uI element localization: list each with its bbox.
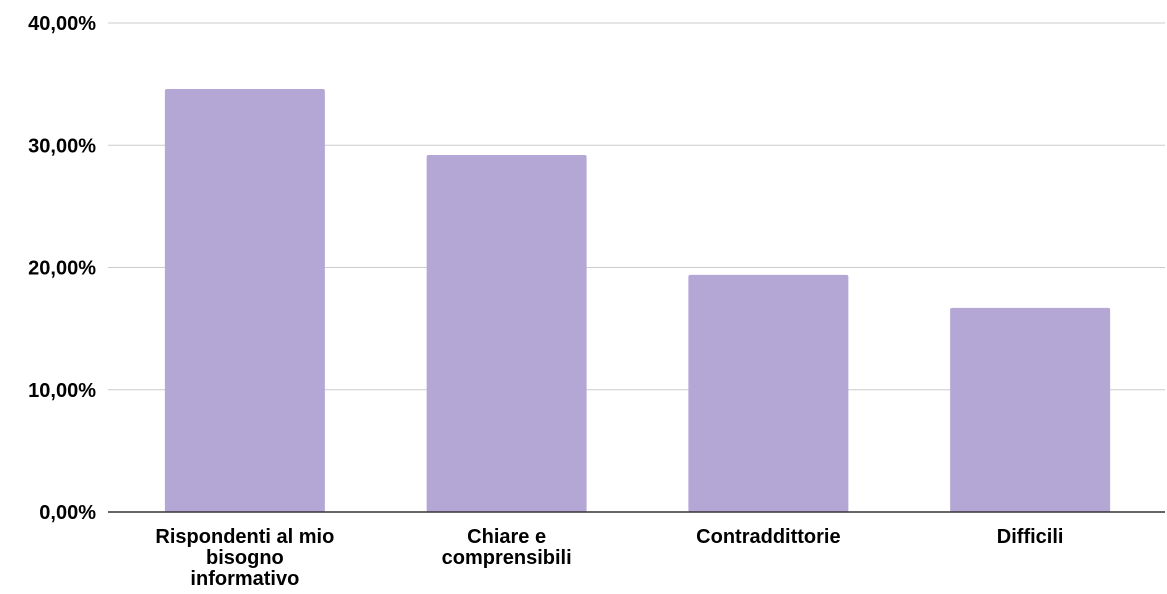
y-tick-label: 30,00% <box>28 135 96 157</box>
x-category-label-line: Rispondenti al mio <box>155 526 334 548</box>
x-category-label-line: Difficili <box>997 526 1064 548</box>
x-category-label-line: Chiare e <box>467 526 546 548</box>
x-category-label: Difficili <box>997 526 1064 548</box>
x-category-label: Contraddittorie <box>696 526 840 548</box>
bars <box>164 89 1111 512</box>
x-category-label-line: Contraddittorie <box>696 526 840 548</box>
bar <box>950 307 1111 512</box>
y-tick-label: 20,00% <box>28 258 96 280</box>
bar <box>426 155 587 512</box>
y-tick-label: 10,00% <box>28 380 96 402</box>
axes: 0,00% 10,00% 20,00% 30,00% 40,00% Rispondenti… <box>28 13 1165 590</box>
x-category-label-line: informativo <box>190 568 299 590</box>
x-category-label: Chiare e comprensibili <box>442 526 572 569</box>
bar <box>688 274 849 512</box>
x-category-label: Rispondenti al mio bisogno informativo <box>155 526 334 590</box>
x-category-label-line: bisogno <box>206 547 284 569</box>
bar <box>164 89 325 512</box>
x-category-label-line: comprensibili <box>442 547 572 569</box>
y-tick-label: 40,00% <box>28 13 96 35</box>
y-tick-label: 0,00% <box>39 502 96 524</box>
